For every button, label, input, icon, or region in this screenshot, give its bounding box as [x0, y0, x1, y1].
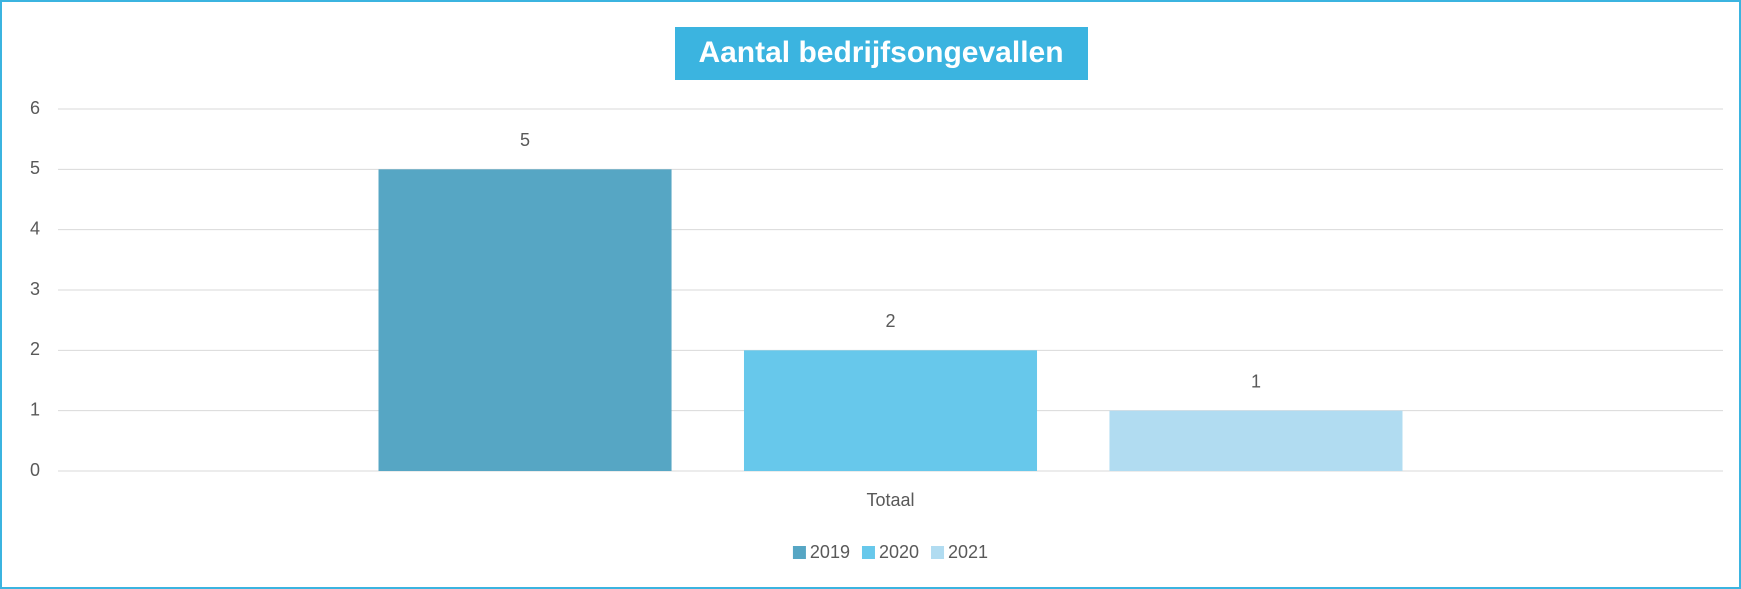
legend-label: 2020	[879, 542, 919, 562]
y-tick-label: 6	[30, 98, 40, 118]
legend-swatch	[931, 546, 945, 559]
y-tick-label: 4	[30, 218, 40, 238]
legend-swatch	[792, 546, 806, 559]
y-tick-label: 5	[30, 158, 40, 178]
bar	[743, 350, 1038, 471]
legend-swatch	[861, 546, 875, 559]
data-label: 5	[520, 130, 530, 150]
legend-label: 2021	[948, 542, 988, 562]
chart-title: Aantal bedrijfsongevallen	[698, 36, 1063, 69]
y-tick-label: 1	[30, 399, 40, 419]
bar	[378, 169, 672, 472]
legend-label: 2019	[810, 542, 850, 562]
x-tick-label: Totaal	[866, 490, 914, 510]
bar	[1109, 410, 1403, 471]
data-label: 1	[1251, 371, 1261, 391]
y-tick-label: 2	[30, 339, 40, 359]
title-background	[675, 27, 1088, 80]
y-tick-label: 0	[30, 460, 40, 480]
data-label: 2	[885, 311, 895, 331]
y-tick-label: 3	[30, 279, 40, 299]
